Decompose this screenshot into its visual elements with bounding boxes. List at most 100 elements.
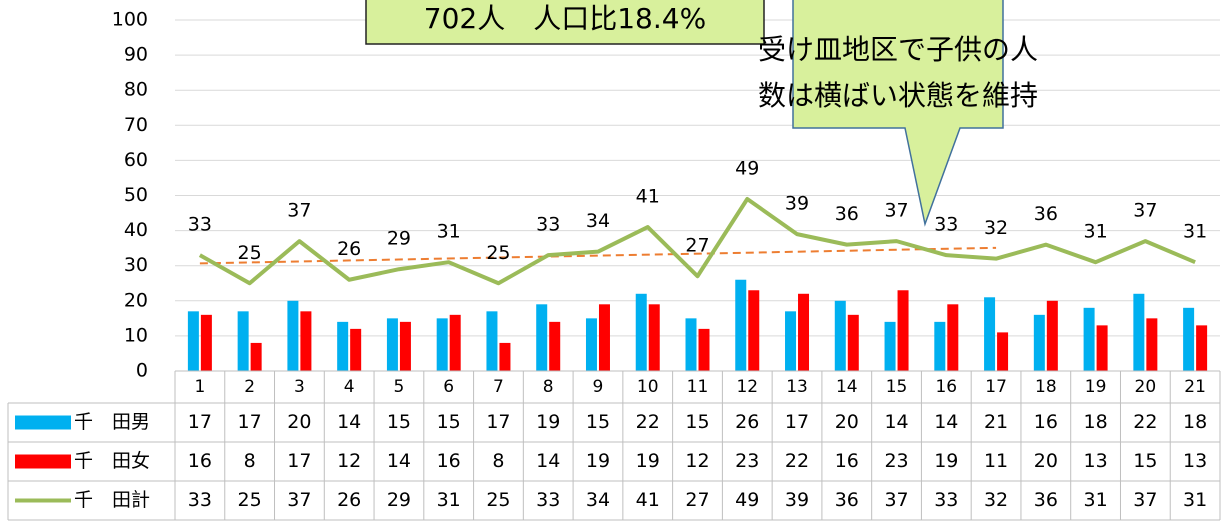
legend-label: 千 田計 — [74, 489, 150, 511]
table-cell: 16 — [188, 450, 212, 472]
callout — [792, 0, 1004, 227]
table-cell: 27 — [685, 489, 709, 511]
bar — [337, 321, 349, 371]
table-cell: 17 — [238, 411, 262, 433]
table-cell: 19 — [536, 411, 560, 433]
bar — [486, 311, 498, 371]
bar — [847, 314, 859, 371]
data-label: 25 — [238, 242, 262, 264]
table-cell: 33 — [536, 489, 560, 511]
bar — [897, 290, 909, 371]
legend-swatch — [15, 454, 71, 469]
x-tick-label: 13 — [786, 377, 808, 397]
x-tick-label: 20 — [1135, 377, 1157, 397]
table-cell: 33 — [934, 489, 958, 511]
table-cell: 13 — [1084, 450, 1108, 472]
table-cell: 23 — [884, 450, 908, 472]
y-tick-label: 30 — [124, 254, 148, 276]
x-tick-label: 21 — [1184, 377, 1206, 397]
table-cell: 14 — [934, 411, 958, 433]
y-tick-label: 0 — [136, 360, 148, 382]
data-label: 37 — [1133, 200, 1157, 222]
data-label: 37 — [884, 200, 908, 222]
bar — [350, 328, 362, 371]
data-label: 36 — [1034, 203, 1058, 225]
x-tick-label: 12 — [736, 377, 758, 397]
x-tick-label: 16 — [935, 377, 957, 397]
bar — [735, 279, 747, 371]
bar — [834, 300, 846, 371]
table-cell: 23 — [735, 450, 759, 472]
bar — [386, 318, 398, 371]
bar — [1196, 325, 1208, 371]
bar — [1046, 300, 1058, 371]
table-cell: 19 — [636, 450, 660, 472]
bar — [1183, 307, 1195, 371]
table-cell: 31 — [1084, 489, 1108, 511]
bar — [748, 290, 760, 371]
trendline — [199, 246, 997, 265]
table-cell: 15 — [437, 411, 461, 433]
table-cell: 14 — [387, 450, 411, 472]
table-cell: 8 — [244, 450, 256, 472]
table-cell: 26 — [337, 489, 361, 511]
table-cell: 31 — [437, 489, 461, 511]
bar — [1033, 314, 1045, 371]
table-cell: 14 — [884, 411, 908, 433]
table-cell: 15 — [586, 411, 610, 433]
table-cell: 19 — [586, 450, 610, 472]
y-tick-label: 100 — [112, 9, 148, 31]
bar — [598, 304, 610, 371]
bar — [499, 342, 511, 371]
bar — [947, 304, 959, 371]
y-tick-label: 20 — [124, 289, 148, 311]
x-tick-label: 3 — [294, 377, 305, 397]
data-label: 33 — [536, 214, 560, 236]
table-cell: 22 — [1133, 411, 1157, 433]
table-cell: 20 — [835, 411, 859, 433]
line — [198, 197, 1196, 286]
table-cell: 12 — [685, 450, 709, 472]
data-label: 36 — [835, 203, 859, 225]
note: 702人 人口比18.4% — [424, 2, 706, 35]
x-tick-label: 19 — [1085, 377, 1107, 397]
x-tick-label: 6 — [443, 377, 454, 397]
table-cell: 36 — [835, 489, 859, 511]
bar — [536, 304, 548, 371]
bar — [300, 311, 312, 371]
bar — [1133, 293, 1145, 371]
bar — [785, 311, 797, 371]
bar — [1083, 307, 1095, 371]
x-tick-label: 5 — [394, 377, 405, 397]
table-cell: 32 — [984, 489, 1008, 511]
data-label: 39 — [785, 193, 809, 215]
legend-label: 千 田男 — [74, 411, 150, 433]
table-cell: 37 — [287, 489, 311, 511]
bar — [585, 318, 597, 371]
table-cell: 17 — [188, 411, 212, 433]
bar — [549, 321, 561, 371]
table-cell: 16 — [1034, 411, 1058, 433]
table-cell: 19 — [934, 450, 958, 472]
data-label: 41 — [636, 186, 660, 208]
data-label: 26 — [337, 238, 361, 260]
table-cell: 17 — [785, 411, 809, 433]
table-cell: 33 — [188, 489, 212, 511]
data-label: 32 — [984, 217, 1008, 239]
y-tick-label: 60 — [124, 149, 148, 171]
x-tick-label: 11 — [687, 377, 709, 397]
table-cell: 20 — [287, 411, 311, 433]
bar — [997, 332, 1009, 371]
table-cell: 39 — [785, 489, 809, 511]
table-cell: 15 — [685, 411, 709, 433]
table-cell: 14 — [536, 450, 560, 472]
data-label: 25 — [486, 242, 510, 264]
table-cell: 17 — [287, 450, 311, 472]
bar — [884, 321, 896, 371]
bar — [635, 293, 647, 371]
table-cell: 16 — [835, 450, 859, 472]
note-box — [365, 0, 765, 45]
callout-text: 数は横ばい状態を維持 — [758, 79, 1038, 112]
data-label: 31 — [1084, 221, 1108, 243]
